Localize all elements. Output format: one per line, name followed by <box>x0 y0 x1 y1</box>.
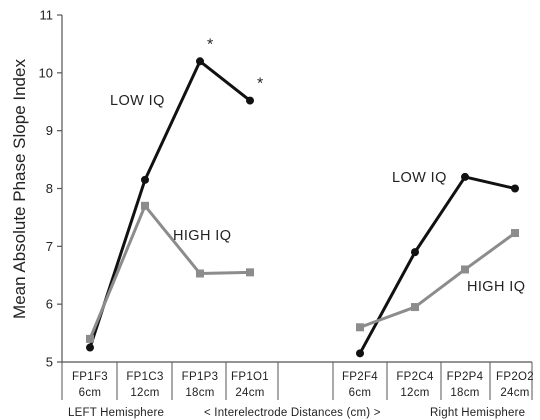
low-iq-series-line <box>88 59 251 349</box>
category-distance-label: 12cm <box>130 387 159 399</box>
high-iq-series-line <box>88 204 251 340</box>
y-tick-label: 8 <box>46 181 53 196</box>
y-tick-label: 6 <box>46 297 53 312</box>
low-iq-point <box>511 184 519 193</box>
category-code-label: FP1O1 <box>231 371 269 383</box>
category-code-label: FP2C4 <box>396 371 434 383</box>
category-code-label: FP2P4 <box>447 371 484 383</box>
low-iq-point <box>411 248 419 257</box>
y-tick-label: 7 <box>46 239 53 254</box>
category-labels: FP1F3 6cm FP1C3 12cm FP1P3 18cm FP1O1 24cm FP2F4… <box>61 362 534 400</box>
low-iq-point <box>86 343 94 352</box>
category-distance-label: 6cm <box>79 387 102 399</box>
high-iq-point <box>86 334 94 343</box>
high-iq-point <box>196 269 204 278</box>
low-iq-point <box>356 349 364 358</box>
category-code-label: FP1F3 <box>72 371 108 383</box>
category-code-label: FP1P3 <box>182 371 219 383</box>
high-iq-series-label: HIGH IQ <box>467 279 525 295</box>
high-iq-series-line <box>359 231 516 329</box>
low-iq-series-label: LOW IQ <box>392 170 447 186</box>
high-iq-point <box>511 229 519 238</box>
low-iq-point <box>246 96 254 105</box>
annotations: ** <box>207 36 263 92</box>
series-layer <box>86 57 519 358</box>
category-distance-label: 24cm <box>235 387 264 399</box>
low-iq-point <box>141 175 149 184</box>
y-tick-label: 11 <box>40 8 54 23</box>
low-iq-point <box>461 172 469 181</box>
significance-marker: * <box>207 36 213 53</box>
footer-left-hemisphere: LEFT Hemisphere <box>68 407 164 419</box>
footer-distance-label: < Interelectrode Distances (cm) > <box>204 407 381 419</box>
low-iq-series-label: LOW IQ <box>110 93 165 109</box>
category-code-label: FP1C3 <box>126 371 163 383</box>
category-distance-label: 24cm <box>500 387 529 399</box>
series-labels: LOW IQ LOW IQ HIGH IQ HIGH IQ <box>110 93 525 295</box>
category-distance-label: 12cm <box>400 387 429 399</box>
low-iq-point <box>196 57 204 66</box>
footer-right-hemisphere: Right Hemisphere <box>430 407 525 419</box>
high-iq-point <box>411 303 419 312</box>
category-distance-label: 18cm <box>185 387 214 399</box>
y-tick-label: 10 <box>39 65 53 80</box>
axes <box>61 15 532 363</box>
high-iq-series-label: HIGH IQ <box>173 228 231 244</box>
y-axis-label: Mean Absolute Phase Slope Index <box>10 59 29 319</box>
category-distance-label: 6cm <box>349 387 372 399</box>
category-code-label: FP2O2 <box>496 371 534 383</box>
high-iq-point <box>246 268 254 277</box>
y-tick-label: 9 <box>46 123 53 138</box>
category-code-label: FP2F4 <box>342 371 378 383</box>
high-iq-point <box>141 201 149 210</box>
significance-marker: * <box>257 76 263 93</box>
y-axis-ticks: 5 6 7 8 9 10 11 <box>39 8 62 370</box>
category-distance-label: 18cm <box>450 387 479 399</box>
high-iq-point <box>461 265 469 274</box>
high-iq-point <box>356 323 364 332</box>
y-tick-label: 5 <box>46 355 53 370</box>
low-iq-series-line <box>358 175 516 355</box>
